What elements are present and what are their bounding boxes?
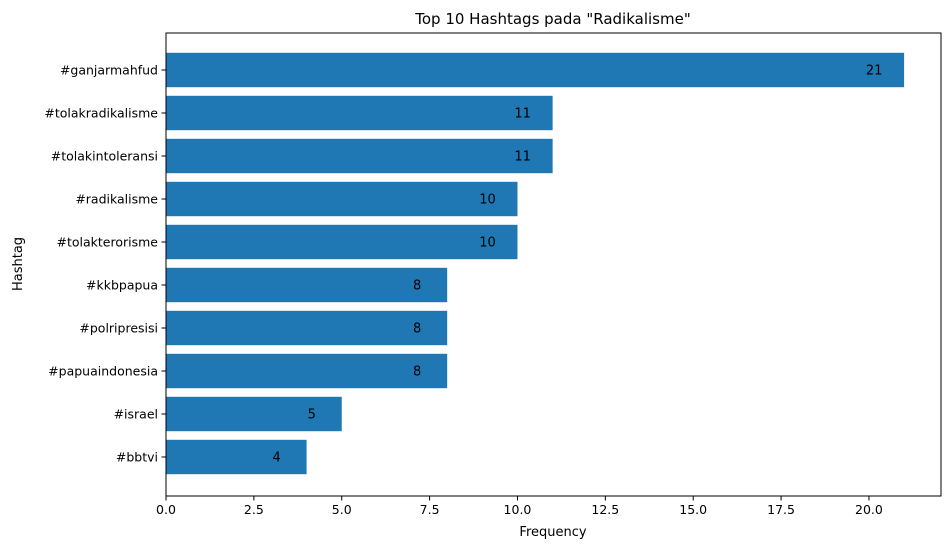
bar-value-label: 10 [479,236,496,251]
bar [166,224,518,260]
bar [166,95,553,131]
bar [166,181,518,217]
x-tick-label: 2.5 [244,502,264,517]
y-tick-label: #tolakintoleransi [51,149,158,164]
chart-title: Top 10 Hashtags pada "Radikalisme" [414,10,690,28]
plot-frame [165,32,942,497]
y-tick-label: #tolakterorisme [57,235,159,250]
bar-value-label: 11 [514,107,531,122]
bar [166,396,342,432]
x-axis-ticks: 0.0 2.5 5.0 7.5 10.0 12.5 15.0 17.5 20.0 [156,496,883,517]
y-tick-label: #bbtvi [116,450,158,465]
y-axis-ticks: #ganjarmahfud #tolakradikalisme #tolakinto… [44,63,166,465]
x-tick-label: 12.5 [591,502,619,517]
y-tick-label: #radikalisme [75,192,158,207]
bar-value-label: 8 [413,279,421,294]
bar [166,138,553,174]
x-tick-label: 0.0 [156,502,176,517]
y-tick-label: #kkbpapua [86,278,158,293]
bar-value-label: 8 [413,322,421,337]
bar [166,52,905,88]
y-tick-label: #israel [114,407,158,422]
bar [166,439,307,475]
x-axis-label: Frequency [519,525,586,540]
y-tick-label: #ganjarmahfud [60,63,158,78]
x-tick-label: 15.0 [679,502,707,517]
x-tick-label: 10.0 [504,502,532,517]
y-tick-label: #polripresisi [79,321,158,336]
x-tick-label: 7.5 [420,502,440,517]
y-tick-label: #papuaindonesia [48,364,158,379]
bars-group [166,52,905,475]
bar-value-label: 21 [866,64,883,79]
bar [166,353,448,389]
x-tick-label: 20.0 [855,502,883,517]
bar-value-label: 8 [413,365,421,380]
bar-value-label: 11 [514,150,531,165]
y-axis-label: Hashtag [11,237,26,291]
bar-value-label: 4 [272,451,280,466]
bar [166,310,448,346]
bar [166,267,448,303]
bar-value-label: 5 [308,408,316,423]
x-tick-label: 17.5 [767,502,795,517]
value-labels-group: 21 11 11 10 10 8 8 8 5 4 [272,64,882,466]
x-tick-label: 5.0 [332,502,352,517]
y-tick-label: #tolakradikalisme [44,106,158,121]
bar-value-label: 10 [479,193,496,208]
